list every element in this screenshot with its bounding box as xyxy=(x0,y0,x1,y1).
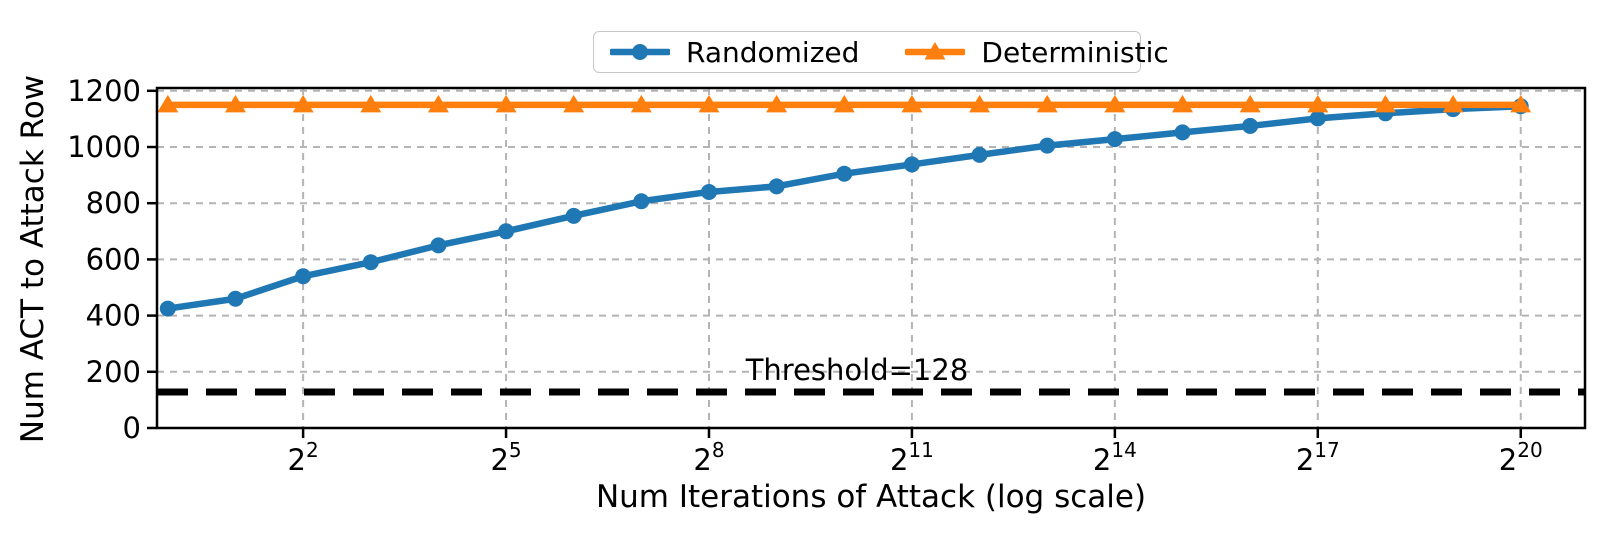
x-tick-label: 217 xyxy=(1296,438,1340,477)
marker-triangle-deterministic xyxy=(630,94,652,113)
marker-circle-randomized xyxy=(836,165,853,182)
marker-triangle-deterministic xyxy=(427,94,449,113)
marker-circle-randomized xyxy=(498,223,515,240)
marker-circle-randomized xyxy=(227,290,244,307)
marker-triangle-deterministic xyxy=(969,94,991,113)
y-tick-label: 0 xyxy=(123,411,141,445)
legend-triangle-marker-icon xyxy=(905,42,966,60)
marker-triangle-deterministic xyxy=(360,94,382,113)
legend-item-deterministic: Deterministic xyxy=(905,35,1169,69)
marker-triangle-deterministic xyxy=(1307,94,1329,113)
marker-triangle-deterministic xyxy=(1442,94,1464,113)
marker-circle-randomized xyxy=(1039,137,1056,154)
marker-triangle-deterministic xyxy=(495,94,517,113)
marker-triangle-deterministic xyxy=(1510,94,1532,113)
legend-circle-marker-icon xyxy=(610,44,670,60)
y-tick-label: 1200 xyxy=(67,74,141,108)
marker-triangle-deterministic xyxy=(1036,94,1058,113)
marker-circle-randomized xyxy=(362,254,379,271)
y-tick-label: 400 xyxy=(86,299,141,333)
marker-triangle-deterministic xyxy=(698,94,720,113)
marker-triangle-deterministic xyxy=(901,94,923,113)
marker-circle-randomized xyxy=(903,156,920,173)
x-tick-label: 211 xyxy=(890,438,934,477)
y-tick-label: 800 xyxy=(86,186,141,220)
marker-triangle-deterministic xyxy=(1239,94,1261,113)
legend-label: Deterministic xyxy=(981,35,1169,69)
marker-triangle-deterministic xyxy=(157,94,179,113)
x-tick-label: 220 xyxy=(1499,438,1543,477)
marker-circle-randomized xyxy=(1242,117,1259,134)
y-tick-label: 600 xyxy=(86,242,141,276)
x-tick-label: 214 xyxy=(1093,438,1137,477)
marker-circle-randomized xyxy=(159,300,176,317)
x-axis-label: Num Iterations of Attack (log scale) xyxy=(595,479,1147,515)
x-tick-label: 22 xyxy=(288,438,319,477)
marker-circle-randomized xyxy=(768,178,785,195)
marker-circle-randomized xyxy=(1174,124,1191,141)
marker-triangle-deterministic xyxy=(1172,94,1194,113)
marker-triangle-deterministic xyxy=(563,94,585,113)
marker-circle-randomized xyxy=(430,237,447,254)
marker-circle-randomized xyxy=(565,207,582,224)
marker-circle-randomized xyxy=(295,268,312,285)
marker-triangle-deterministic xyxy=(766,94,788,113)
marker-circle-randomized xyxy=(633,193,650,210)
y-axis-label: Num ACT to Attack Row xyxy=(15,74,51,444)
marker-circle-randomized xyxy=(700,183,717,200)
x-tick-label: 25 xyxy=(490,438,521,477)
threshold-annotation-label: Threshold=128 xyxy=(745,353,969,387)
marker-triangle-deterministic xyxy=(1104,94,1126,113)
axes-spines xyxy=(155,86,1587,430)
marker-triangle-deterministic xyxy=(224,94,246,113)
marker-circle-randomized xyxy=(971,146,988,163)
legend-label: Randomized xyxy=(686,35,860,69)
legend-item-randomized: Randomized xyxy=(610,36,859,69)
y-tick-label: 200 xyxy=(86,355,141,389)
marker-circle-randomized xyxy=(1106,131,1123,148)
y-tick-label: 1000 xyxy=(67,130,141,164)
legend: Randomized Deterministic xyxy=(593,31,1169,73)
marker-triangle-deterministic xyxy=(1374,94,1396,113)
marker-triangle-deterministic xyxy=(292,94,314,113)
marker-circle-randomized xyxy=(1309,110,1326,127)
x-tick-label: 28 xyxy=(693,438,724,477)
marker-triangle-deterministic xyxy=(833,94,855,113)
